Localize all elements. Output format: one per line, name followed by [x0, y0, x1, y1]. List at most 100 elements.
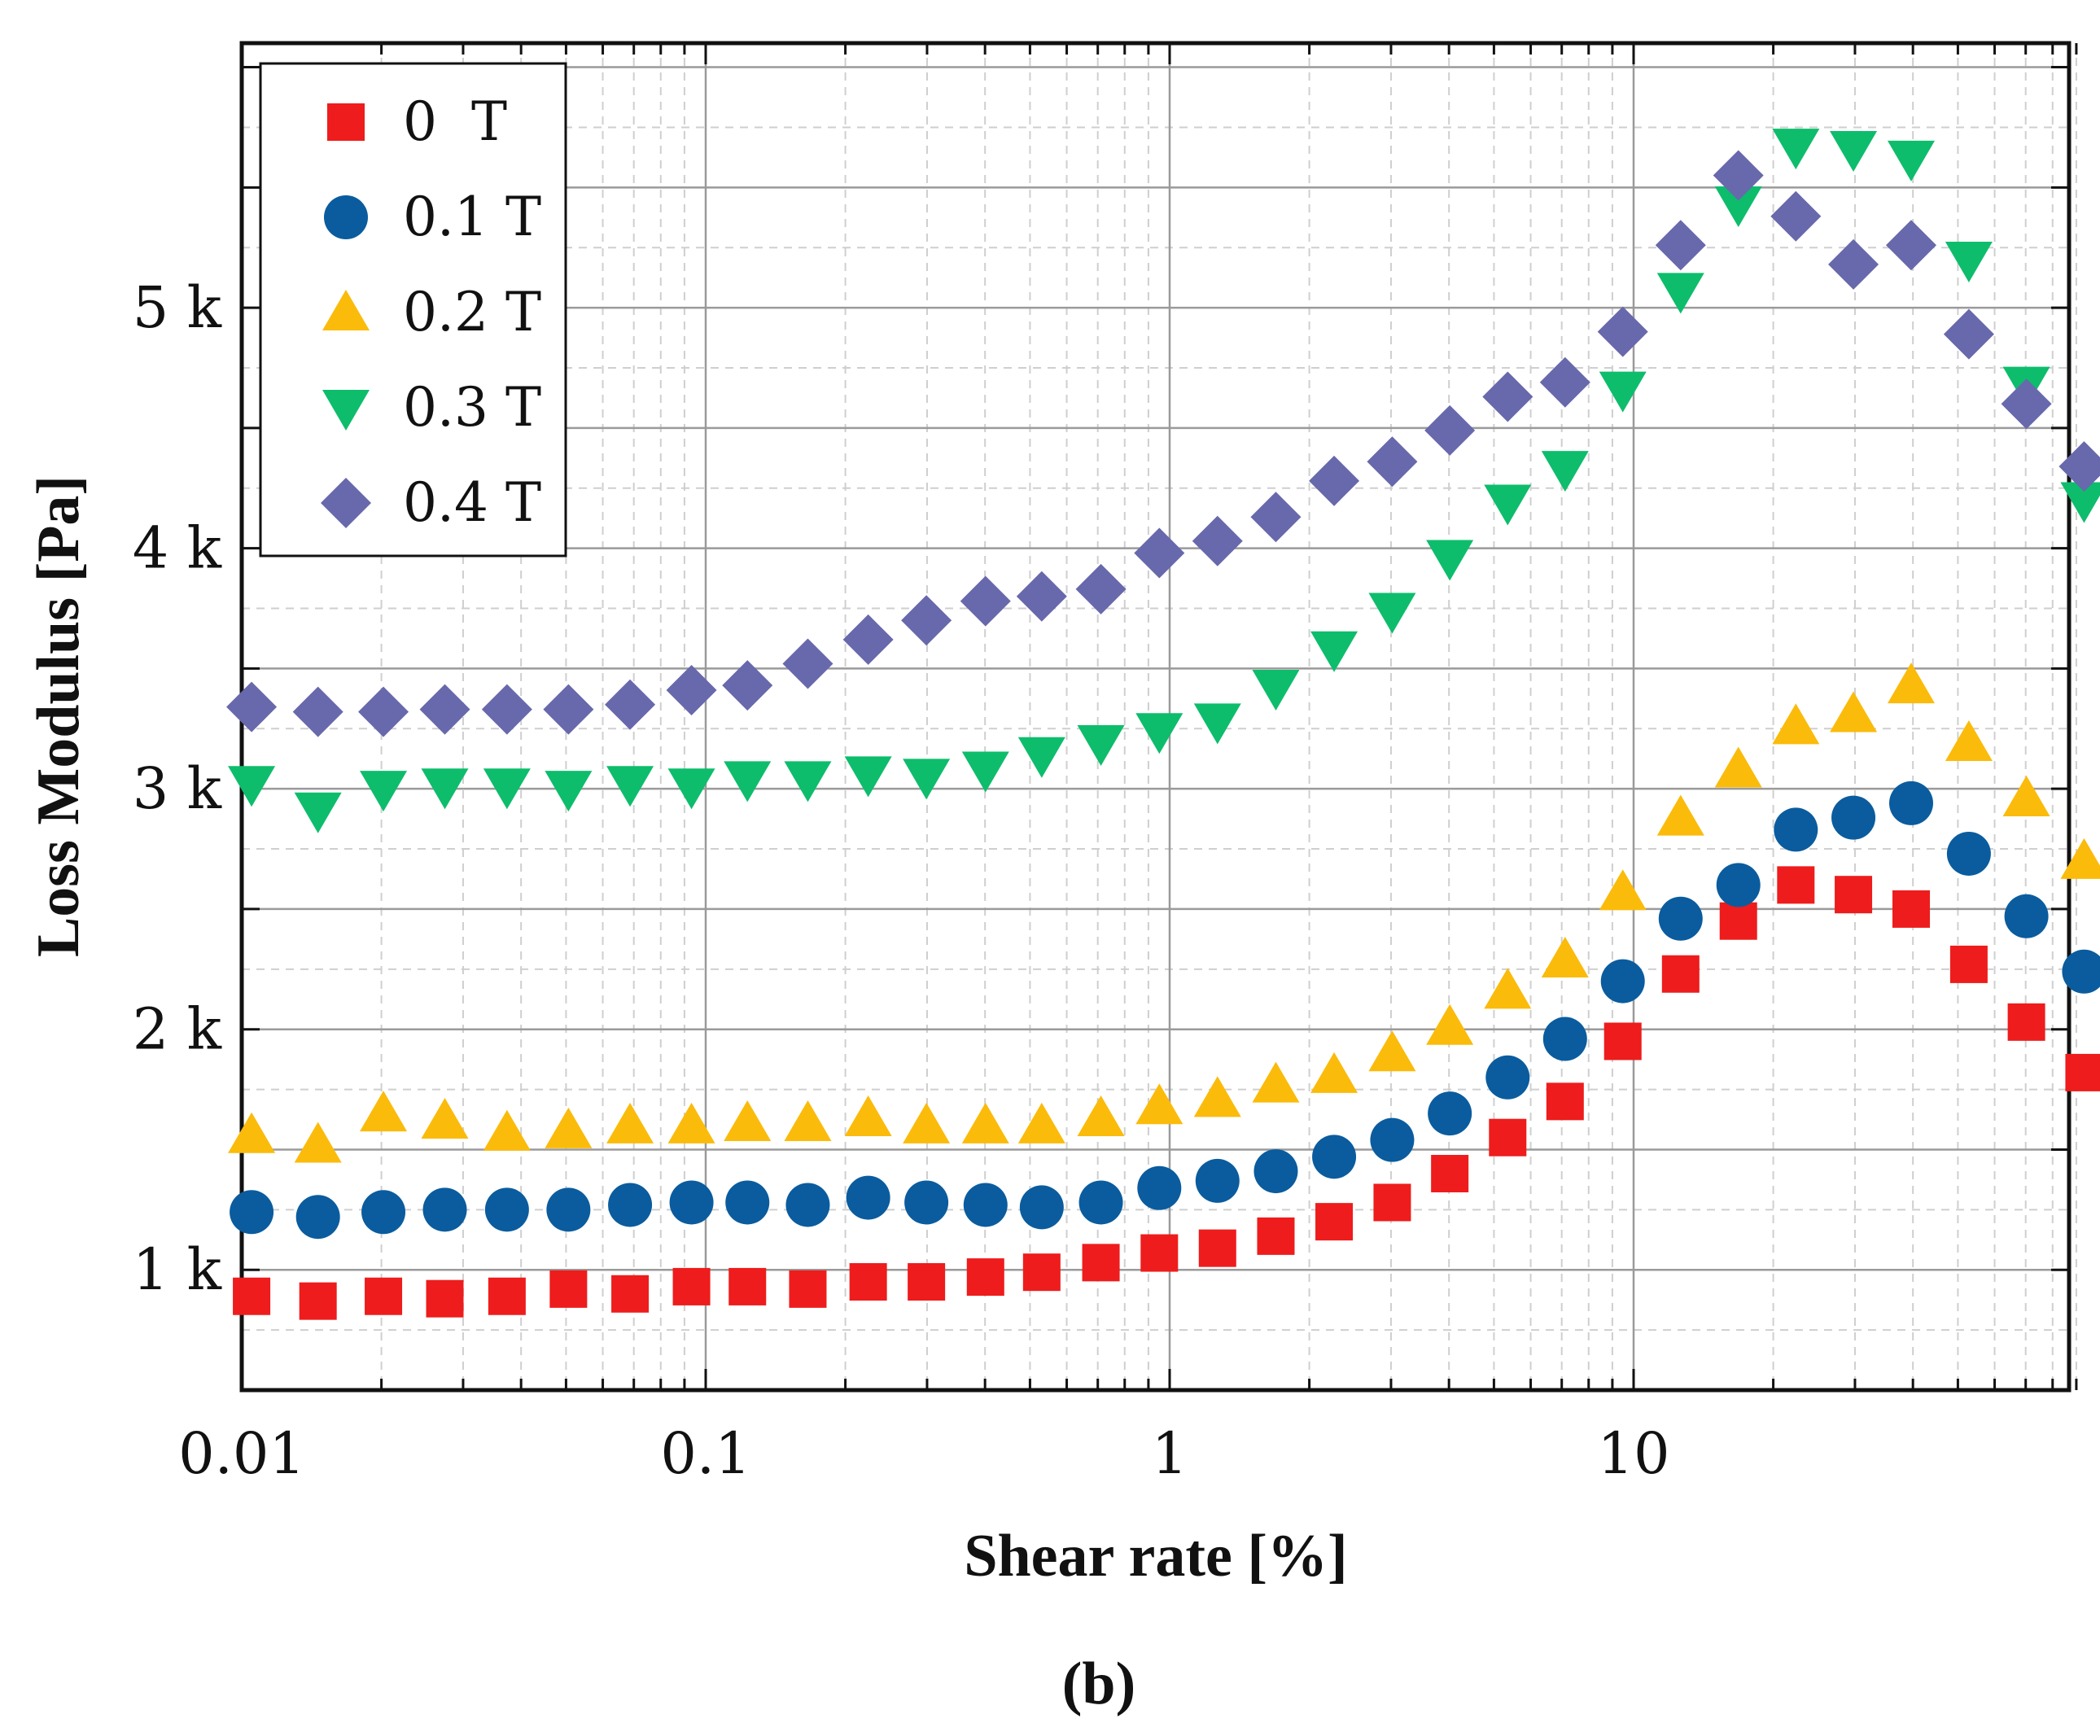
data-point	[963, 1183, 1008, 1227]
data-point	[611, 1275, 650, 1313]
data-point	[666, 664, 717, 715]
data-point	[1541, 936, 1589, 977]
data-point	[1828, 238, 1879, 290]
data-point	[1655, 220, 1706, 271]
data-point	[1017, 1102, 1065, 1143]
legend-entry: 0.4 T	[321, 471, 541, 534]
data-point	[1077, 1095, 1125, 1137]
data-point	[360, 771, 408, 812]
data-point	[228, 766, 276, 807]
data-point	[1716, 863, 1761, 907]
data-point	[1193, 703, 1241, 745]
data-point	[481, 684, 532, 735]
data-point	[1135, 713, 1183, 754]
data-point	[1539, 356, 1590, 408]
data-point	[1772, 129, 1820, 170]
data-point	[361, 1190, 406, 1235]
data-point	[421, 768, 469, 810]
data-point	[722, 660, 773, 711]
data-point	[1945, 720, 1993, 762]
data-point	[1656, 794, 1704, 836]
data-point	[1312, 1135, 1357, 1179]
series-3	[228, 129, 2100, 833]
data-point	[728, 1267, 767, 1305]
data-point	[1541, 451, 1589, 492]
x-tick-label: 1	[1152, 1420, 1188, 1487]
data-point	[1658, 896, 1703, 941]
data-point	[1835, 876, 1873, 914]
data-point	[1946, 831, 1991, 876]
data-point	[605, 679, 656, 730]
data-point	[1426, 1004, 1474, 1045]
legend-entry: 0.2 T	[322, 281, 541, 343]
data-point	[1770, 190, 1822, 242]
data-point	[1428, 1091, 1472, 1136]
data-point	[2065, 1053, 2100, 1091]
data-point	[543, 684, 594, 735]
data-point	[1661, 955, 1700, 993]
data-point	[725, 1180, 770, 1225]
data-point	[1431, 1155, 1469, 1193]
data-point	[844, 756, 892, 798]
legend-label: 0.3 T	[403, 376, 541, 439]
legend-label: 0.1 T	[403, 186, 541, 248]
data-point	[299, 1282, 337, 1320]
data-point	[1252, 670, 1300, 711]
data-point	[901, 595, 952, 646]
data-point	[904, 1180, 949, 1225]
data-point	[1772, 703, 1820, 745]
data-point	[908, 1263, 946, 1301]
figure-caption: (b)	[1062, 1651, 1135, 1717]
data-point	[1077, 725, 1125, 767]
legend-entry: 0.1 T	[324, 186, 541, 248]
data-point	[483, 768, 531, 810]
data-point	[785, 1183, 830, 1227]
legend-label: 0 T	[403, 90, 507, 153]
data-point	[1542, 1017, 1587, 1061]
data-point	[1945, 241, 1993, 282]
data-point	[1713, 150, 1764, 201]
y-tick-label: 1 k	[133, 1236, 222, 1303]
series-2	[228, 662, 2100, 1163]
data-point	[1597, 306, 1648, 357]
data-point	[2058, 441, 2100, 492]
legend-label: 0.4 T	[403, 471, 541, 534]
data-point	[421, 1098, 469, 1139]
data-point	[294, 1122, 342, 1163]
data-point	[1777, 866, 1815, 904]
data-point	[1135, 1083, 1183, 1125]
data-point	[292, 686, 343, 737]
data-point	[2060, 482, 2100, 523]
data-point	[1887, 140, 1935, 181]
data-point	[1830, 131, 1878, 173]
data-point	[1949, 945, 1988, 983]
data-point	[230, 1190, 274, 1235]
data-point	[2007, 1003, 2045, 1041]
data-point	[1426, 540, 1474, 581]
data-point	[483, 1109, 531, 1151]
data-point	[294, 792, 342, 833]
data-point	[724, 1100, 772, 1141]
data-point	[1719, 902, 1757, 940]
data-point	[1019, 1185, 1064, 1230]
data-point	[2004, 894, 2049, 938]
data-point	[672, 1267, 711, 1305]
data-point	[1250, 492, 1302, 543]
data-point	[1078, 1180, 1123, 1225]
data-point	[1714, 746, 1762, 788]
data-point	[545, 771, 593, 812]
data-point	[1257, 1217, 1295, 1255]
data-point	[1075, 563, 1127, 614]
data-point	[842, 614, 894, 665]
data-point	[488, 1277, 526, 1315]
data-point	[1482, 371, 1533, 422]
data-point	[1484, 968, 1532, 1009]
data-point	[1830, 691, 1878, 732]
data-point	[844, 1095, 892, 1137]
legend-box	[259, 62, 567, 558]
data-point	[546, 1187, 591, 1232]
data-point	[667, 768, 715, 810]
data-point	[1309, 455, 1360, 506]
data-point	[1892, 890, 1930, 928]
data-point	[549, 1270, 588, 1308]
